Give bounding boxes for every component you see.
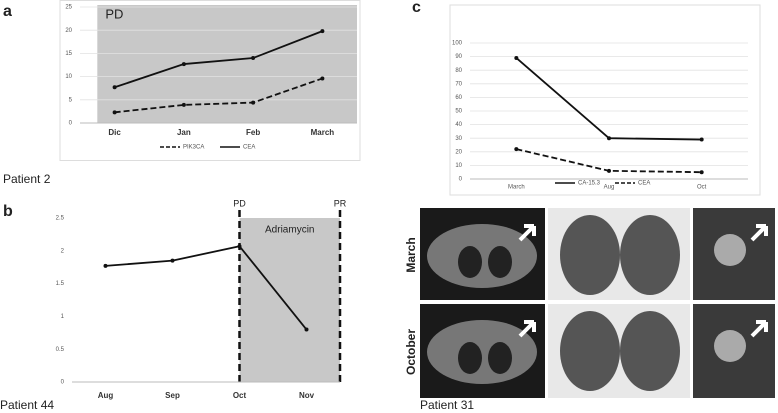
ct-lung xyxy=(560,215,620,295)
ct-lung xyxy=(620,311,680,391)
caption: Patient 31 xyxy=(420,398,474,412)
point xyxy=(103,263,108,268)
y-tick-label: 90 xyxy=(455,54,462,60)
x-tick-label: Aug xyxy=(604,185,615,191)
annotation: PR xyxy=(334,198,347,208)
y-tick-label: 2.5 xyxy=(56,216,65,222)
phase-shade xyxy=(97,5,357,123)
ct-lung xyxy=(620,215,680,295)
ct-body xyxy=(427,320,537,384)
ct-images xyxy=(420,208,775,398)
annotation: Adriamycin xyxy=(265,225,314,236)
row-label: October xyxy=(404,329,418,375)
x-tick-label: Oct xyxy=(697,185,707,191)
panel-label: b xyxy=(3,203,13,220)
point xyxy=(170,258,175,263)
ct-vertebra xyxy=(714,330,746,362)
legend-label: CEA xyxy=(638,181,650,187)
y-tick-label: 40 xyxy=(455,122,462,128)
caption: Patient 2 xyxy=(3,172,51,186)
point xyxy=(251,100,256,105)
x-tick-label: Nov xyxy=(299,391,315,400)
x-tick-label: March xyxy=(311,128,335,137)
panel-label: c xyxy=(412,0,421,16)
annotation: PD xyxy=(233,198,246,208)
x-tick-label: Feb xyxy=(246,128,260,137)
point xyxy=(112,85,117,90)
arrow xyxy=(518,224,536,242)
series-line xyxy=(105,245,308,331)
y-tick-label: 20 xyxy=(65,28,72,34)
point xyxy=(514,147,519,152)
annotation: PD xyxy=(105,6,123,21)
legend-label: CA-15.3 xyxy=(578,181,601,187)
y-tick-label: 0 xyxy=(61,380,65,386)
ct-lung xyxy=(458,342,482,374)
x-tick-label: Oct xyxy=(233,391,247,400)
legend-label: CEA xyxy=(243,145,255,151)
y-tick-label: 2 xyxy=(61,248,65,254)
x-tick-label: Sep xyxy=(165,391,180,400)
ct-body xyxy=(427,224,537,288)
ct-lung xyxy=(488,342,512,374)
x-tick-label: March xyxy=(508,185,525,191)
y-tick-label: 0 xyxy=(459,177,463,183)
caption: Patient 44 xyxy=(0,398,54,412)
y-tick-label: 30 xyxy=(455,136,462,142)
y-tick-label: 60 xyxy=(455,95,462,101)
ct-lung xyxy=(488,246,512,278)
y-tick-label: 0.5 xyxy=(56,347,65,353)
arrow xyxy=(750,224,768,242)
point xyxy=(112,110,117,115)
y-tick-label: 70 xyxy=(455,81,462,87)
arrow xyxy=(518,320,536,338)
point xyxy=(320,29,325,34)
x-tick-label: Jan xyxy=(177,128,191,137)
ct-lung xyxy=(560,311,620,391)
series-line xyxy=(114,30,323,89)
y-tick-label: 15 xyxy=(65,51,72,57)
point xyxy=(514,55,519,60)
y-tick-label: 50 xyxy=(455,109,462,115)
y-tick-label: 20 xyxy=(455,149,462,155)
arrow xyxy=(750,320,768,338)
y-tick-label: 10 xyxy=(455,163,462,169)
point xyxy=(699,137,704,142)
y-tick-label: 0 xyxy=(69,121,73,127)
point xyxy=(320,76,325,81)
point xyxy=(251,56,256,61)
y-tick-label: 1.5 xyxy=(56,281,65,287)
y-tick-label: 100 xyxy=(452,41,463,47)
chart-frame xyxy=(59,0,361,161)
ct-vertebra xyxy=(714,234,746,266)
x-tick-label: Dic xyxy=(108,128,121,137)
y-tick-label: 10 xyxy=(65,74,72,80)
point xyxy=(181,102,186,107)
y-tick-label: 5 xyxy=(69,97,73,103)
phase-shade xyxy=(239,218,340,382)
point xyxy=(699,170,704,175)
x-tick-label: Aug xyxy=(98,391,114,400)
ct-lung xyxy=(458,246,482,278)
panel-label: a xyxy=(3,3,12,20)
point xyxy=(181,62,186,67)
legend-label: PIK3CA xyxy=(183,145,204,151)
series-line xyxy=(516,148,702,174)
chart-frame xyxy=(449,4,761,196)
y-tick-label: 25 xyxy=(65,5,72,11)
row-label: March xyxy=(404,237,418,272)
point xyxy=(304,327,309,332)
y-tick-label: 80 xyxy=(455,68,462,74)
point xyxy=(607,168,611,173)
point xyxy=(237,244,242,249)
point xyxy=(607,136,611,141)
series-line xyxy=(114,77,323,114)
y-tick-label: 1 xyxy=(61,314,65,320)
